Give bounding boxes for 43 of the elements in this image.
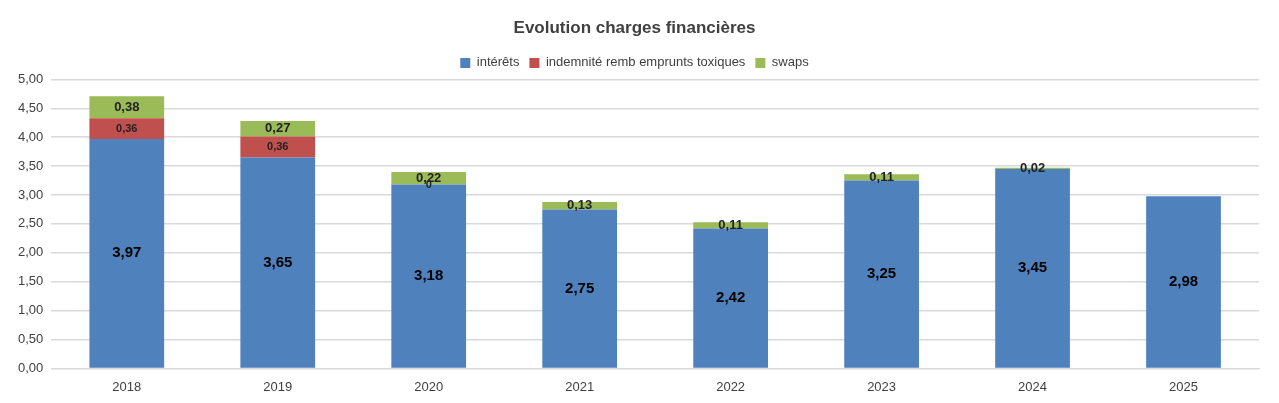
y-tick-label: 1,50 xyxy=(17,273,44,289)
y-tick-label: 3,00 xyxy=(17,186,44,202)
x-tick-label: 2019 xyxy=(263,378,293,394)
legend-label: indemnité remb emprunts toxiques xyxy=(545,54,746,70)
data-label: 3,97 xyxy=(112,243,142,261)
x-tick-label: 2018 xyxy=(112,378,142,394)
legend-label: intérêts xyxy=(476,54,520,70)
x-tick-label: 2023 xyxy=(867,378,897,394)
data-label: 2,75 xyxy=(565,278,595,296)
bar xyxy=(89,138,165,368)
data-label: 3,45 xyxy=(1017,258,1048,276)
data-label: 0,36 xyxy=(267,140,289,153)
bar xyxy=(240,157,316,368)
data-label: 0,27 xyxy=(265,120,291,136)
data-label: 2,98 xyxy=(1168,272,1199,290)
y-tick-label: 4,00 xyxy=(17,128,44,144)
bar xyxy=(1146,196,1221,368)
data-label: 3,25 xyxy=(866,264,897,282)
y-tick-label: 0,00 xyxy=(17,359,44,375)
y-tick-label: 2,00 xyxy=(17,244,44,260)
x-tick-label: 2022 xyxy=(716,378,746,394)
data-label: 0,38 xyxy=(114,98,140,114)
y-tick-label: 0,50 xyxy=(17,331,44,347)
data-label: 0,36 xyxy=(116,121,138,134)
bar xyxy=(542,209,618,368)
x-tick-label: 2020 xyxy=(414,378,444,394)
data-label: 3,18 xyxy=(414,266,444,284)
x-tick-label: 2021 xyxy=(565,378,595,394)
y-tick-label: 1,00 xyxy=(17,302,44,318)
bar xyxy=(89,118,165,139)
y-tick-label: 3,50 xyxy=(17,157,44,173)
data-label: 3,65 xyxy=(263,252,293,270)
x-tick-label: 2025 xyxy=(1169,378,1198,394)
data-label: 2,42 xyxy=(716,288,746,306)
y-tick-label: 5,00 xyxy=(17,70,44,86)
x-tick-label: 2024 xyxy=(1018,378,1048,394)
bar xyxy=(89,96,165,119)
y-tick-label: 2,50 xyxy=(17,215,44,231)
bar xyxy=(240,121,316,137)
y-tick-label: 4,50 xyxy=(17,99,44,115)
data-label: 0,13 xyxy=(567,197,593,213)
chart-title: Evolution charges financières xyxy=(513,17,756,37)
legend-label: swaps xyxy=(771,54,810,70)
